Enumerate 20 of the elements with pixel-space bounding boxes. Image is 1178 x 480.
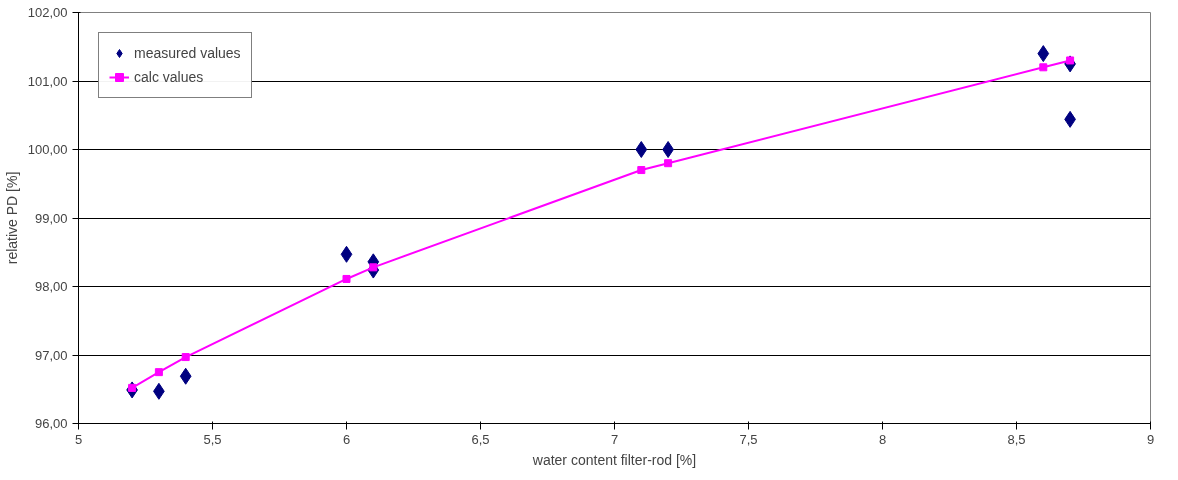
legend-label: calc values [134, 69, 204, 85]
x-tick-label: 5 [74, 431, 83, 447]
x-tick-label: 8 [878, 431, 887, 447]
x-tick-label: 6,5 [471, 431, 490, 447]
x-tick-label: 5,5 [203, 431, 222, 447]
y-tick-label: 96,00 [34, 416, 68, 431]
x-tick-label: 7 [610, 431, 619, 447]
y-tick-label: 101,00 [27, 73, 68, 89]
x-axis-title: water content filter-rod [%] [531, 451, 697, 468]
x-tick-label: 9 [1146, 431, 1155, 447]
y-tick-label: 100,00 [27, 142, 68, 157]
x-tick-label: 6 [342, 431, 351, 447]
y-axis-title: relative PD [%] [3, 171, 20, 265]
legend-label: measured values [134, 45, 241, 61]
x-tick-label: 8,5 [1007, 431, 1026, 447]
y-tick-label: 98,00 [34, 279, 68, 294]
y-tick-label: 99,00 [34, 210, 68, 226]
x-tick-label: 7,5 [739, 431, 758, 447]
y-tick-label: 97,00 [34, 347, 68, 363]
y-tick-label: 102,00 [27, 5, 68, 20]
